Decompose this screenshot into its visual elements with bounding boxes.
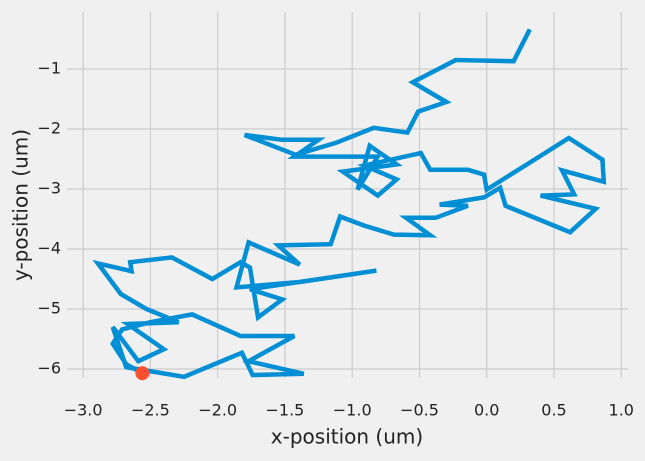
y-tick-label: −4 bbox=[37, 239, 61, 258]
x-axis-label: x-position (um) bbox=[271, 425, 423, 449]
x-tick-label: −1.0 bbox=[333, 401, 372, 420]
x-tick-label: 0.0 bbox=[474, 401, 499, 420]
x-tick-label: −1.5 bbox=[266, 401, 305, 420]
x-tick-label: −2.5 bbox=[131, 401, 170, 420]
y-tick-label: −1 bbox=[37, 59, 61, 78]
x-tick-label: −0.5 bbox=[400, 401, 439, 420]
x-tick-label: 1.0 bbox=[609, 401, 634, 420]
walk-line bbox=[92, 28, 607, 380]
x-tick-label: −2.0 bbox=[198, 401, 237, 420]
point bbox=[135, 366, 150, 381]
y-tick-label: −5 bbox=[37, 299, 61, 318]
y-tick-label: −3 bbox=[37, 179, 61, 198]
y-axis-label: y-position (um) bbox=[9, 129, 33, 281]
x-tick-label: −3.0 bbox=[64, 401, 103, 420]
y-tick-label: −6 bbox=[37, 359, 61, 378]
x-tick-label: 0.5 bbox=[541, 401, 566, 420]
y-tick-label: −2 bbox=[37, 119, 61, 138]
